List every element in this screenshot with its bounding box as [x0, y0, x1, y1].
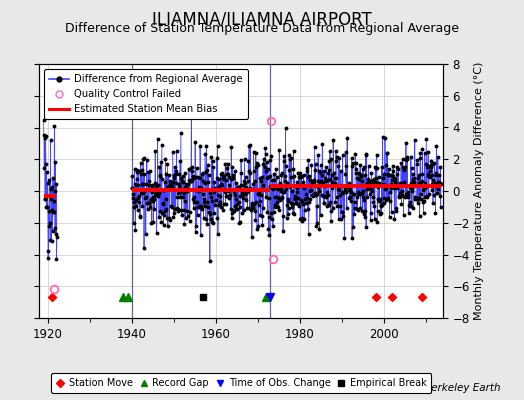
Text: Berkeley Earth: Berkeley Earth: [424, 383, 500, 393]
Y-axis label: Monthly Temperature Anomaly Difference (°C): Monthly Temperature Anomaly Difference (…: [474, 62, 484, 320]
Text: ILIAMNA/ILIAMNA AIRPORT: ILIAMNA/ILIAMNA AIRPORT: [152, 10, 372, 28]
Legend: Difference from Regional Average, Quality Control Failed, Estimated Station Mean: Difference from Regional Average, Qualit…: [45, 69, 248, 119]
Legend: Station Move, Record Gap, Time of Obs. Change, Empirical Break: Station Move, Record Gap, Time of Obs. C…: [51, 374, 431, 393]
Text: Difference of Station Temperature Data from Regional Average: Difference of Station Temperature Data f…: [65, 22, 459, 35]
